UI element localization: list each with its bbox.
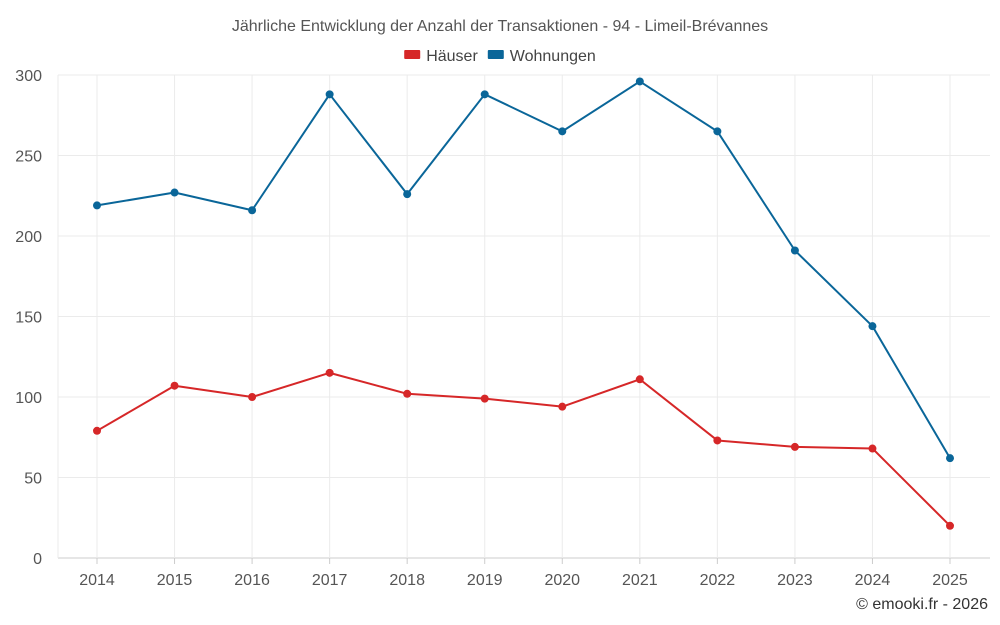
x-tick-label: 2014	[79, 572, 115, 589]
legend-label: Wohnungen	[510, 48, 596, 65]
series-1	[93, 77, 954, 463]
data-point[interactable]	[868, 444, 877, 453]
x-tick-label: 2021	[622, 572, 658, 589]
y-tick-label: 150	[15, 310, 42, 327]
x-tick-label: 2015	[157, 572, 193, 589]
x-tick-label: 2018	[389, 572, 425, 589]
series-line	[96, 80, 951, 459]
data-point[interactable]	[403, 389, 412, 398]
data-point[interactable]	[558, 127, 567, 136]
data-point[interactable]	[170, 381, 179, 390]
data-point[interactable]	[480, 90, 489, 99]
data-point[interactable]	[480, 394, 489, 403]
y-tick-label: 100	[15, 390, 42, 407]
data-point[interactable]	[713, 436, 722, 445]
series-line	[96, 371, 951, 527]
data-point[interactable]	[713, 127, 722, 136]
x-tick-label: 2019	[467, 572, 503, 589]
series-layer	[93, 77, 954, 530]
legend-label: Häuser	[426, 48, 478, 65]
data-point[interactable]	[403, 190, 412, 199]
data-point[interactable]	[946, 454, 954, 463]
y-axis: 0 50 100 150 200 250 300	[15, 68, 42, 568]
x-tick-label: 2016	[234, 572, 270, 589]
legend: Häuser Wohnungen	[404, 48, 596, 65]
data-point[interactable]	[93, 426, 101, 435]
data-point[interactable]	[946, 521, 954, 530]
x-tick-label: 2022	[700, 572, 736, 589]
legend-swatch[interactable]	[404, 50, 421, 59]
y-tick-label: 200	[15, 229, 42, 246]
x-tick-label: 2020	[544, 572, 580, 589]
chart-title: Jährliche Entwicklung der Anzahl der Tra…	[232, 18, 768, 35]
data-point[interactable]	[248, 393, 257, 401]
data-point[interactable]	[868, 322, 877, 331]
y-tick-label: 250	[15, 149, 42, 166]
data-point[interactable]	[635, 77, 644, 86]
x-tick-label: 2025	[932, 572, 968, 589]
data-point[interactable]	[248, 206, 257, 215]
data-point[interactable]	[170, 188, 179, 197]
data-point[interactable]	[325, 368, 334, 377]
credit-text: © emooki.fr - 2026	[856, 596, 988, 613]
x-tick-label: 2023	[777, 572, 813, 589]
grid	[57, 74, 990, 559]
data-point[interactable]	[558, 402, 567, 411]
data-point[interactable]	[790, 246, 799, 255]
data-point[interactable]	[325, 90, 334, 99]
y-tick-label: 50	[24, 471, 42, 488]
data-point[interactable]	[93, 201, 101, 210]
x-tick-label: 2017	[312, 572, 348, 589]
y-tick-label: 0	[33, 551, 42, 568]
y-tick-label: 300	[15, 68, 42, 85]
legend-swatch[interactable]	[487, 50, 504, 59]
data-point[interactable]	[635, 375, 644, 384]
x-axis: 2014 2015 2016 2017 2018 2019 2020 2021 2022 2023…	[79, 558, 968, 589]
x-tick-label: 2024	[855, 572, 891, 589]
series-0	[93, 368, 954, 530]
data-point[interactable]	[790, 442, 799, 451]
